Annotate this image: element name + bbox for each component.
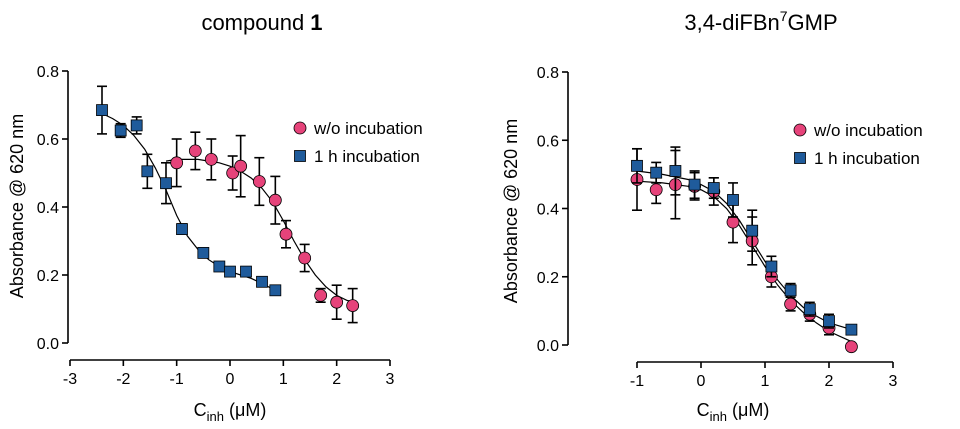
y-axis-label: Absorbance @ 620 nm xyxy=(7,114,27,298)
data-point-circle xyxy=(188,144,202,158)
y-tick-label: 0.0 xyxy=(537,338,559,355)
data-point-circle xyxy=(330,295,344,309)
data-point-square xyxy=(224,265,236,278)
chart-title-difbn-gmp: 3,4-diFBn7GMP xyxy=(684,8,837,35)
y-axis-label: Absorbance @ 620 nm xyxy=(501,119,521,303)
data-point-circle xyxy=(845,340,858,354)
panel-difbn-gmp: 3,4-diFBn7GMP 0.0 0.2 0.4 0.6 0.8 -1 0 1 2 3 w/o … xyxy=(501,8,923,424)
data-point-square xyxy=(130,119,143,132)
legend: w/o incubation 1 h incubation xyxy=(793,121,923,168)
data-point-square xyxy=(176,223,188,236)
x-axis-label: Cinh (μM) xyxy=(194,400,267,424)
fit-curve xyxy=(101,112,276,291)
data-point-square xyxy=(197,246,210,259)
data-point-square xyxy=(727,194,739,206)
data-point-circle xyxy=(252,175,266,188)
axes: 0.0 0.2 0.4 0.6 0.8 -1 0 1 2 3 xyxy=(537,65,898,390)
legend: w/o incubation 1 h incubation xyxy=(293,119,423,166)
data-point-square xyxy=(114,124,127,137)
data-point-circle xyxy=(170,156,184,170)
data-point-square xyxy=(765,260,778,273)
legend-marker-circle xyxy=(793,123,807,137)
legend-label: 1 h incubation xyxy=(314,147,420,166)
data-point-circle xyxy=(649,183,663,197)
legend-marker-square xyxy=(294,150,306,162)
x-tick-label: -1 xyxy=(170,371,184,388)
y-tick-label: 0.6 xyxy=(537,133,559,150)
legend-marker-square xyxy=(794,152,806,164)
y-tick-label: 0.8 xyxy=(37,64,59,81)
x-tick-label: 1 xyxy=(279,371,288,388)
y-tick-label: 0.2 xyxy=(37,268,59,285)
x-tick-label: -1 xyxy=(630,373,644,390)
fit-curve xyxy=(165,158,356,303)
data-point-circle xyxy=(298,251,312,265)
chart-title-compound-1: compound 1 xyxy=(201,10,322,35)
data-point-square xyxy=(746,224,759,237)
data-point-square xyxy=(707,182,720,194)
x-tick-label: 3 xyxy=(889,373,898,390)
data-point-square xyxy=(631,159,643,172)
data-point-circle xyxy=(314,288,328,302)
data-marks xyxy=(630,146,858,354)
data-point-square xyxy=(96,104,108,116)
x-tick-label: -3 xyxy=(63,371,77,388)
data-point-square xyxy=(160,177,172,190)
data-point-circle xyxy=(279,227,293,241)
x-tick-label: 0 xyxy=(226,371,235,388)
y-tick-label: 0.0 xyxy=(37,336,59,353)
y-tick-label: 0.6 xyxy=(37,132,59,149)
data-point-square xyxy=(669,165,682,177)
y-tick-label: 0.4 xyxy=(37,200,59,217)
x-tick-label: -2 xyxy=(116,371,130,388)
y-tick-label: 0.2 xyxy=(537,270,559,287)
data-point-square xyxy=(256,275,268,288)
data-point-circle xyxy=(346,299,360,313)
fit-curve xyxy=(636,170,852,331)
x-tick-label: 0 xyxy=(697,373,706,390)
x-axis-label: Cinh (μM) xyxy=(697,400,770,424)
fit-curves xyxy=(636,170,852,343)
data-point-square xyxy=(803,303,816,316)
x-tick-label: 2 xyxy=(332,371,341,388)
data-point-circle xyxy=(268,193,282,207)
legend-label: 1 h incubation xyxy=(814,149,920,168)
data-point-square xyxy=(688,178,701,191)
data-point-square xyxy=(141,165,154,178)
legend-label: w/o incubation xyxy=(313,119,423,138)
data-point-square xyxy=(784,284,797,297)
data-point-square xyxy=(650,166,663,179)
legend-marker-circle xyxy=(293,121,307,135)
series-one-hour-incubation xyxy=(96,85,282,297)
x-tick-label: 2 xyxy=(825,373,834,390)
data-point-circle xyxy=(726,215,740,229)
data-point-square xyxy=(823,315,835,328)
data-point-circle xyxy=(234,159,248,173)
x-tick-label: 1 xyxy=(761,373,770,390)
series-one-hour-incubation xyxy=(631,146,858,336)
legend-label: w/o incubation xyxy=(813,121,923,140)
axes: 0.0 0.2 0.4 0.6 0.8 -3 -2 -1 0 1 2 3 xyxy=(37,64,395,388)
data-point-square xyxy=(269,284,282,297)
data-point-square xyxy=(845,323,858,336)
data-point-square xyxy=(240,265,252,278)
data-point-square xyxy=(213,260,226,273)
data-point-circle xyxy=(784,297,797,311)
panel-compound-1: compound 1 0.0 0.2 0.4 0.6 0.8 -3 -2 -1 0 1 2 3 w/o… xyxy=(7,10,423,424)
y-tick-label: 0.4 xyxy=(537,202,559,219)
data-marks xyxy=(96,85,360,324)
data-point-circle xyxy=(204,152,218,166)
x-tick-label: 3 xyxy=(386,371,395,388)
y-tick-label: 0.8 xyxy=(537,65,559,82)
series-without-incubation xyxy=(170,131,360,324)
